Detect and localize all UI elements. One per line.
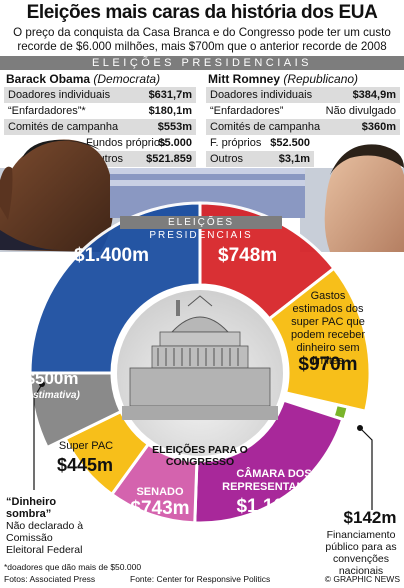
slice-label-congress-pac-name: Super PAC bbox=[58, 440, 114, 452]
obama-row: Doadores individuais $631,7m bbox=[4, 87, 196, 103]
congress-label: ELEIÇÕES PARA O CONGRESSO bbox=[152, 444, 248, 468]
slices bbox=[28, 201, 372, 525]
page-title: Eleições mais caras da história dos EUA bbox=[26, 2, 378, 23]
dark-money-title: “Dinheiro sombra” bbox=[6, 496, 57, 520]
obama-party: (Democrata) bbox=[93, 72, 161, 86]
slice-label-dark-money-sub: (estimativa) bbox=[24, 390, 80, 401]
romney-row-value: $384,9m bbox=[352, 89, 396, 101]
obama-row: Outros $521.859 bbox=[86, 151, 196, 167]
obama-row-value: $180,1m bbox=[148, 105, 192, 117]
obama-name: Barack Obama bbox=[6, 72, 91, 86]
romney-row: Comités de campanha $360m bbox=[206, 119, 400, 135]
romney-name: Mitt Romney bbox=[208, 72, 280, 86]
obama-row: Fundos próprios $5.000 bbox=[4, 135, 196, 151]
subtitle-line-2: recorde de $6.000 milhões, mais $700m qu… bbox=[17, 40, 387, 53]
slice-label-house-name: CÂMARA DOS REPRESENTANTES bbox=[222, 468, 326, 493]
romney-row-label: F. próprios bbox=[210, 137, 262, 149]
obama-row-label: Doadores individuais bbox=[8, 89, 111, 101]
presidential-label: ELEIÇÕES PRESIDENCIAIS bbox=[120, 216, 282, 241]
romney-row-label: “Enfardadores” bbox=[210, 105, 284, 117]
romney-row: F. próprios $52.500 bbox=[206, 135, 314, 151]
section-band: ELEIÇÕES PRESIDENCIAIS bbox=[0, 56, 404, 70]
romney-heading: Mitt Romney (Republicano) bbox=[208, 72, 358, 86]
slice-label-obama: $1.400m bbox=[74, 245, 150, 266]
romney-row-value: $360m bbox=[361, 121, 396, 133]
slice-label-senate: $743m bbox=[130, 498, 190, 519]
slice-label-congress-pac: $445m bbox=[56, 455, 114, 475]
slice-label-super-pac: $970m bbox=[298, 354, 358, 375]
romney-photo bbox=[300, 144, 404, 252]
slice-obama bbox=[28, 201, 202, 375]
romney-row: Doadores individuais $384,9m bbox=[206, 87, 400, 103]
capitol-dome-illustration bbox=[117, 290, 283, 456]
super-pac-note: Gastos estimados dos super PAC que podem… bbox=[291, 290, 365, 367]
dark-money-text: Não declarado à Comissão Eleitoral Feder… bbox=[6, 520, 84, 556]
obama-row-value: $5.000 bbox=[158, 137, 192, 149]
obama-row-label: Fundos próprios bbox=[86, 137, 166, 149]
obama-row-value: $521.859 bbox=[146, 153, 192, 165]
slice-label-house: $1.100m bbox=[236, 496, 312, 517]
romney-row-label: Doadores individuais bbox=[210, 89, 313, 101]
romney-row-value: Não divulgado bbox=[325, 105, 396, 117]
romney-row-label: Outros bbox=[210, 153, 244, 165]
romney-row-label: Comités de campanha bbox=[210, 121, 321, 133]
romney-row: “Enfardadores” Não divulgado bbox=[206, 103, 400, 119]
footnote: *doadores que dão mais de $50.000 bbox=[4, 562, 142, 572]
romney-row-value: $52.500 bbox=[270, 137, 310, 149]
romney-row: Outros $3,1m bbox=[206, 151, 314, 167]
obama-row-label: Comités de campanha bbox=[8, 121, 119, 133]
slice-label-senate-name: SENADO bbox=[136, 486, 184, 498]
obama-row-value: $631,7m bbox=[148, 89, 192, 101]
obama-row: Comités de campanha $553m bbox=[4, 119, 196, 135]
slice-super-pac bbox=[267, 266, 372, 414]
conventions-note: Financiamento público para as convenções… bbox=[325, 529, 397, 577]
source: Fonte: Center for Responsive Politics bbox=[130, 574, 271, 584]
connector-lines bbox=[33, 381, 373, 510]
obama-row: “Enfardadores”* $180,1m bbox=[4, 103, 196, 119]
slice-label-dark-money: $500m bbox=[25, 369, 79, 388]
obama-heading: Barack Obama (Democrata) bbox=[6, 72, 160, 86]
subtitle-line-1: O preço da conquista da Casa Branca e do… bbox=[13, 26, 391, 39]
slice-label-conventions: $142m bbox=[343, 508, 397, 527]
subtitle: O preço da conquista da Casa Branca e do… bbox=[0, 26, 404, 54]
romney-party: (Republicano) bbox=[283, 72, 359, 86]
photo-credit: Fotos: Associated Press bbox=[4, 574, 96, 584]
slice-label-romney: $748m bbox=[218, 245, 278, 266]
romney-row-value: $3,1m bbox=[278, 153, 310, 165]
slice-dark-money bbox=[28, 371, 123, 450]
credit: © GRAPHIC NEWS bbox=[324, 574, 400, 584]
obama-row-value: $553m bbox=[157, 121, 192, 133]
obama-row-label: “Enfardadores”* bbox=[8, 105, 86, 117]
